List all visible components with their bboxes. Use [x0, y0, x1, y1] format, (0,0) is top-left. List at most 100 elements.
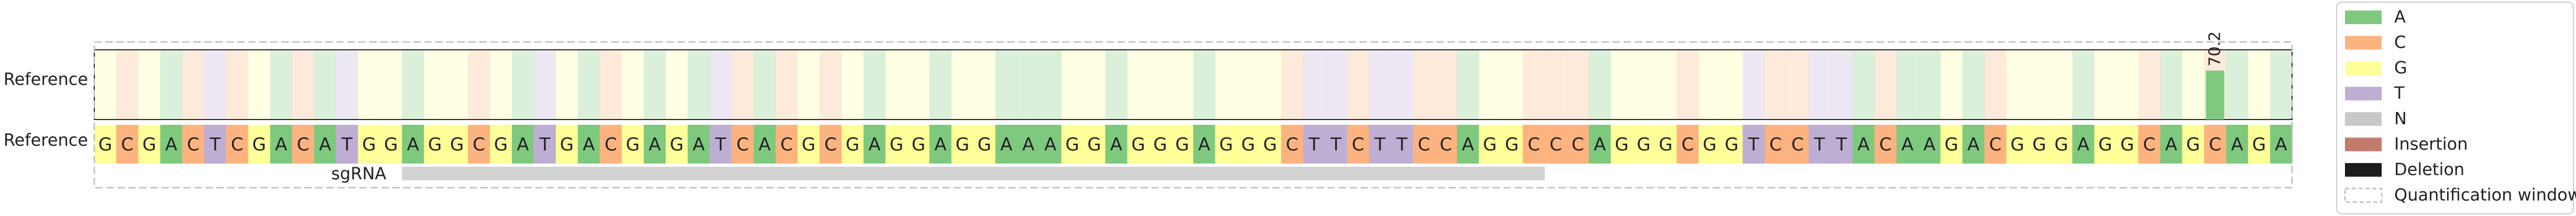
reference-stripe-44	[1061, 50, 1084, 120]
reference-base-letter-34: G	[846, 134, 859, 155]
reference-stripe-41	[995, 50, 1018, 120]
reference-stripe-91	[2094, 50, 2117, 120]
reference-stripe-14	[402, 50, 424, 120]
reference-base-letter-4: C	[187, 134, 200, 155]
reference-base-cell-11	[336, 125, 358, 164]
reference-base-letter-95: G	[2186, 134, 2200, 155]
reference-base-cell-65	[1522, 125, 1545, 164]
reference-stripe-60	[1413, 50, 1435, 120]
reference-base-letter-12: G	[362, 134, 376, 155]
reference-base-cell-25	[643, 125, 666, 164]
reference-base-cell-19	[512, 125, 534, 164]
reference-base-cell-87	[2006, 125, 2029, 164]
reference-base-cell-9	[292, 125, 315, 164]
reference-base-letter-64: G	[1505, 134, 1519, 155]
reference-base-letter-11: T	[341, 134, 353, 155]
reference-base-cell-3	[160, 125, 183, 164]
reference-base-cell-75	[1742, 125, 1765, 164]
reference-base-cell-59	[1391, 125, 1413, 164]
reference-base-letter-5: T	[209, 134, 221, 155]
reference-base-cell-2	[138, 125, 161, 164]
reference-base-cell-58	[1369, 125, 1391, 164]
reference-stripe-48	[1149, 50, 1172, 120]
legend-label-0: A	[2394, 7, 2406, 27]
reference-stripe-37	[907, 50, 930, 120]
reference-base-cell-68	[1588, 125, 1612, 164]
reference-base-cell-70	[1632, 125, 1656, 164]
reference-base-letter-62: A	[1462, 134, 1474, 155]
reference-base-cell-32	[797, 125, 820, 164]
reference-base-letter-10: A	[319, 134, 331, 155]
reference-base-letter-19: A	[517, 134, 529, 155]
reference-stripe-52	[1237, 50, 1259, 120]
reference-base-cell-85	[1962, 125, 1985, 164]
reference-background-stripes	[94, 50, 2293, 120]
reference-base-letter-41: A	[1000, 134, 1012, 155]
reference-base-letter-47: G	[1131, 134, 1145, 155]
reference-base-cell-77	[1786, 125, 1809, 164]
reference-base-letter-1: C	[121, 134, 134, 155]
reference-base-letter-28: T	[715, 134, 726, 155]
reference-stripe-27	[687, 50, 710, 120]
reference-base-cell-48	[1149, 125, 1172, 164]
sgrna-bar	[402, 167, 1545, 180]
reference-base-cell-4	[182, 125, 205, 164]
reference-stripe-90	[2072, 50, 2095, 120]
reference-base-cell-16	[446, 125, 468, 164]
reference-stripe-79	[1830, 50, 1853, 120]
reference-stripe-97	[2226, 50, 2249, 120]
reference-base-cell-93	[2138, 125, 2161, 164]
reference-base-letter-98: G	[2252, 134, 2266, 155]
reference-base-cell-31	[775, 125, 798, 164]
reference-base-cell-26	[665, 125, 688, 164]
reference-base-cell-14	[402, 125, 424, 164]
reference-base-letter-43: A	[1044, 134, 1056, 155]
reference-base-cell-28	[709, 125, 732, 164]
reference-stripe-26	[665, 50, 688, 120]
reference-base-letter-53: G	[1263, 134, 1277, 155]
reference-base-letter-80: A	[1857, 134, 1869, 155]
reference-stripe-35	[863, 50, 886, 120]
reference-base-letter-13: G	[384, 134, 398, 155]
legend-swatch-4	[2345, 112, 2382, 126]
reference-base-cell-53	[1259, 125, 1281, 164]
reference-base-cell-44	[1061, 125, 1084, 164]
reference-stripe-58	[1369, 50, 1391, 120]
reference-base-letter-20: T	[539, 134, 551, 155]
reference-base-letter-32: G	[802, 134, 815, 155]
reference-base-cell-13	[380, 125, 402, 164]
reference-base-cell-52	[1237, 125, 1259, 164]
reference-base-letter-6: C	[231, 134, 244, 155]
reference-base-cell-1	[116, 125, 139, 164]
reference-base-cell-62	[1456, 125, 1479, 164]
reference-stripe-32	[797, 50, 820, 120]
reference-base-cell-50	[1193, 125, 1216, 164]
reference-stripe-95	[2182, 50, 2205, 120]
reference-stripe-73	[1698, 50, 1721, 120]
reference-base-letter-55: T	[1308, 134, 1320, 155]
reference-base-cell-10	[314, 125, 337, 164]
reference-stripe-92	[2116, 50, 2139, 120]
reference-stripe-83	[1918, 50, 1941, 120]
reference-stripe-42	[1017, 50, 1040, 120]
reference-base-cell-99	[2270, 125, 2293, 164]
reference-stripe-77	[1786, 50, 1809, 120]
reference-stripe-64	[1500, 50, 1523, 120]
reference-base-cell-60	[1413, 125, 1435, 164]
reference-stripe-38	[929, 50, 952, 120]
reference-stripe-17	[468, 50, 490, 120]
sgrna-label: sgRNA	[331, 164, 386, 183]
reference-base-letter-99: A	[2275, 134, 2287, 155]
reference-base-letter-81: C	[1879, 134, 1892, 155]
reference-stripe-82	[1896, 50, 1919, 120]
reference-base-letter-58: T	[1374, 134, 1386, 155]
reference-base-letter-24: G	[626, 134, 640, 155]
reference-stripe-75	[1742, 50, 1765, 120]
reference-base-letter-67: C	[1572, 134, 1584, 155]
reference-stripe-50	[1193, 50, 1216, 120]
reference-base-cell-41	[995, 125, 1018, 164]
reference-base-cell-46	[1105, 125, 1128, 164]
reference-base-letter-27: A	[693, 134, 705, 155]
reference-base-letter-49: G	[1175, 134, 1189, 155]
